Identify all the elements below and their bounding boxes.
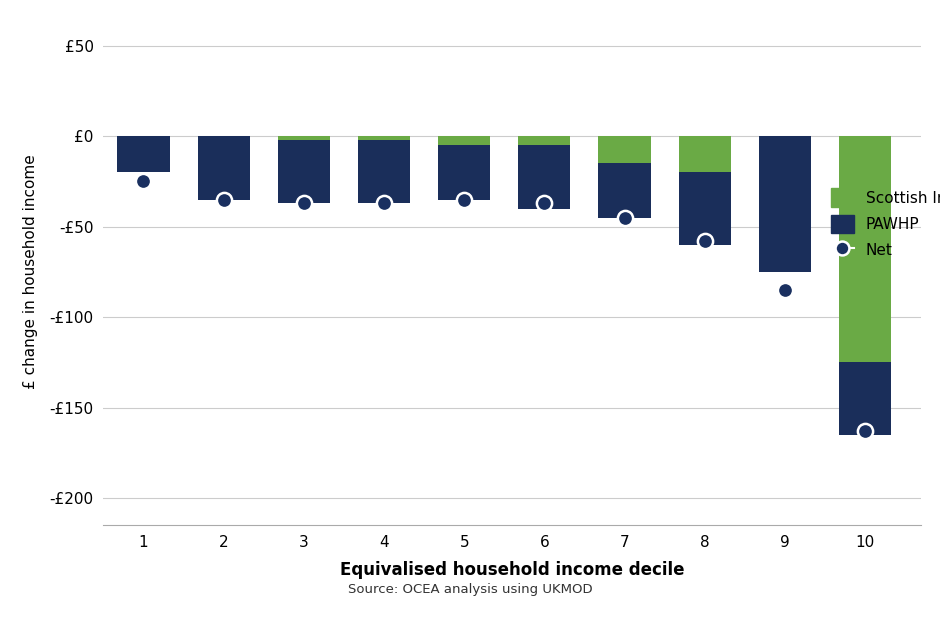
Text: Source: OCEA analysis using UKMOD: Source: OCEA analysis using UKMOD <box>348 583 592 596</box>
Legend: Scottish Income Tax, PAWHP, Net: Scottish Income Tax, PAWHP, Net <box>831 188 940 260</box>
Bar <box>358 136 410 140</box>
Bar <box>679 136 730 172</box>
Bar <box>278 136 330 140</box>
Point <box>537 198 552 208</box>
Bar <box>518 145 571 209</box>
Bar <box>839 136 891 362</box>
Point <box>377 198 392 208</box>
Bar <box>278 140 330 203</box>
Bar <box>599 136 650 163</box>
Bar <box>438 145 491 200</box>
Bar <box>599 163 650 218</box>
Point <box>296 198 311 208</box>
Y-axis label: £ change in household income: £ change in household income <box>24 154 39 389</box>
Bar <box>197 136 250 200</box>
Bar <box>759 136 811 272</box>
Point <box>136 177 151 187</box>
Bar <box>679 172 730 245</box>
Point <box>216 195 231 205</box>
Bar <box>839 362 891 435</box>
Bar <box>518 136 571 145</box>
Point <box>457 195 472 205</box>
X-axis label: Equivalised household income decile: Equivalised household income decile <box>340 561 684 579</box>
Point <box>857 426 872 436</box>
Bar <box>438 136 491 145</box>
Point <box>617 213 632 222</box>
Point <box>777 285 792 295</box>
Bar <box>358 140 410 203</box>
Point <box>697 236 713 246</box>
Bar <box>118 136 169 172</box>
